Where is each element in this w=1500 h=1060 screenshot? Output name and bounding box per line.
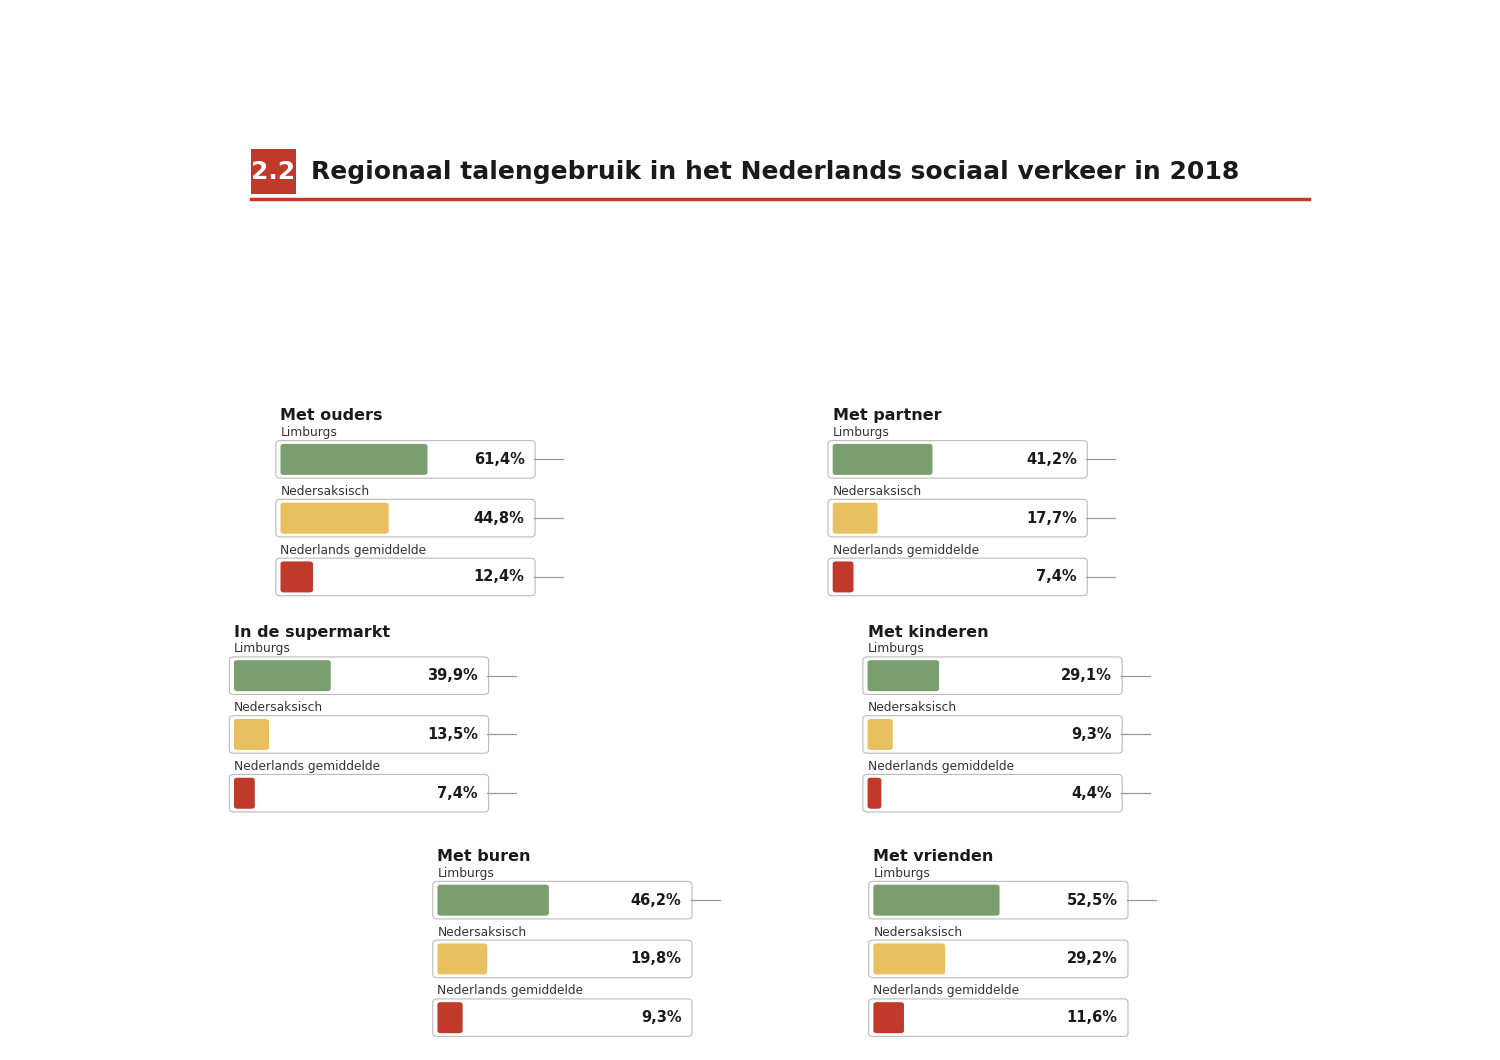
Text: Limburgs: Limburgs	[873, 867, 930, 880]
Text: 19,8%: 19,8%	[630, 952, 681, 967]
Text: Met ouders: Met ouders	[280, 408, 382, 424]
FancyBboxPatch shape	[867, 778, 882, 809]
FancyBboxPatch shape	[276, 441, 536, 478]
Text: 9,3%: 9,3%	[1071, 727, 1112, 742]
FancyBboxPatch shape	[868, 999, 1128, 1037]
Text: Nedersaksisch: Nedersaksisch	[867, 701, 957, 714]
Text: 44,8%: 44,8%	[474, 511, 525, 526]
Text: Met buren: Met buren	[438, 849, 531, 864]
FancyBboxPatch shape	[873, 885, 999, 916]
Text: 12,4%: 12,4%	[474, 569, 525, 584]
Text: Nederlands gemiddelde: Nederlands gemiddelde	[833, 544, 980, 556]
FancyBboxPatch shape	[433, 881, 692, 919]
Text: 9,3%: 9,3%	[640, 1010, 681, 1025]
Text: 17,7%: 17,7%	[1026, 511, 1077, 526]
FancyBboxPatch shape	[280, 444, 428, 475]
FancyBboxPatch shape	[438, 1002, 462, 1034]
FancyBboxPatch shape	[276, 559, 536, 596]
Text: 29,1%: 29,1%	[1060, 668, 1112, 684]
Text: Nederlands gemiddelde: Nederlands gemiddelde	[438, 985, 584, 997]
FancyBboxPatch shape	[252, 149, 296, 194]
FancyBboxPatch shape	[276, 499, 536, 537]
FancyBboxPatch shape	[230, 657, 489, 694]
FancyBboxPatch shape	[234, 719, 268, 750]
FancyBboxPatch shape	[234, 660, 330, 691]
FancyBboxPatch shape	[873, 943, 945, 974]
Text: 2.2: 2.2	[252, 160, 296, 183]
FancyBboxPatch shape	[828, 441, 1088, 478]
FancyBboxPatch shape	[828, 499, 1088, 537]
FancyBboxPatch shape	[867, 719, 892, 750]
FancyBboxPatch shape	[833, 444, 933, 475]
FancyBboxPatch shape	[833, 562, 854, 593]
Text: Nederlands gemiddelde: Nederlands gemiddelde	[873, 985, 1020, 997]
FancyBboxPatch shape	[438, 943, 488, 974]
FancyBboxPatch shape	[867, 660, 939, 691]
Text: In de supermarkt: In de supermarkt	[234, 624, 390, 640]
Text: Limburgs: Limburgs	[234, 642, 291, 655]
Text: Limburgs: Limburgs	[833, 426, 890, 439]
Text: Nedersaksisch: Nedersaksisch	[280, 484, 369, 498]
Text: 11,6%: 11,6%	[1066, 1010, 1118, 1025]
Text: 52,5%: 52,5%	[1066, 893, 1118, 907]
FancyBboxPatch shape	[833, 502, 878, 533]
FancyBboxPatch shape	[433, 940, 692, 977]
Text: 4,4%: 4,4%	[1071, 785, 1112, 800]
FancyBboxPatch shape	[234, 778, 255, 809]
Text: Nedersaksisch: Nedersaksisch	[873, 925, 963, 938]
FancyBboxPatch shape	[230, 716, 489, 754]
Text: Nedersaksisch: Nedersaksisch	[833, 484, 922, 498]
FancyBboxPatch shape	[862, 775, 1122, 812]
FancyBboxPatch shape	[828, 559, 1088, 596]
FancyBboxPatch shape	[862, 657, 1122, 694]
Text: 29,2%: 29,2%	[1066, 952, 1118, 967]
Text: 46,2%: 46,2%	[632, 893, 681, 907]
Text: 7,4%: 7,4%	[1036, 569, 1077, 584]
Text: 39,9%: 39,9%	[427, 668, 478, 684]
Text: Nederlands gemiddelde: Nederlands gemiddelde	[280, 544, 426, 556]
Text: Limburgs: Limburgs	[280, 426, 338, 439]
Text: 41,2%: 41,2%	[1026, 452, 1077, 466]
FancyBboxPatch shape	[280, 502, 388, 533]
FancyBboxPatch shape	[868, 881, 1128, 919]
Text: Limburgs: Limburgs	[867, 642, 924, 655]
FancyBboxPatch shape	[868, 940, 1128, 977]
Text: 61,4%: 61,4%	[474, 452, 525, 466]
Text: Regionaal talengebruik in het Nederlands sociaal verkeer in 2018: Regionaal talengebruik in het Nederlands…	[310, 160, 1239, 183]
Text: Met vrienden: Met vrienden	[873, 849, 993, 864]
FancyBboxPatch shape	[230, 775, 489, 812]
FancyBboxPatch shape	[433, 999, 692, 1037]
FancyBboxPatch shape	[280, 562, 314, 593]
Text: Met partner: Met partner	[833, 408, 942, 424]
FancyBboxPatch shape	[438, 885, 549, 916]
Text: Met kinderen: Met kinderen	[867, 624, 988, 640]
Text: Nedersaksisch: Nedersaksisch	[438, 925, 526, 938]
Text: Limburgs: Limburgs	[438, 867, 495, 880]
Text: Nederlands gemiddelde: Nederlands gemiddelde	[234, 760, 380, 773]
FancyBboxPatch shape	[873, 1002, 904, 1034]
Text: Nederlands gemiddelde: Nederlands gemiddelde	[867, 760, 1014, 773]
Text: 13,5%: 13,5%	[427, 727, 478, 742]
Text: 7,4%: 7,4%	[438, 785, 479, 800]
FancyBboxPatch shape	[862, 716, 1122, 754]
Text: Nedersaksisch: Nedersaksisch	[234, 701, 322, 714]
